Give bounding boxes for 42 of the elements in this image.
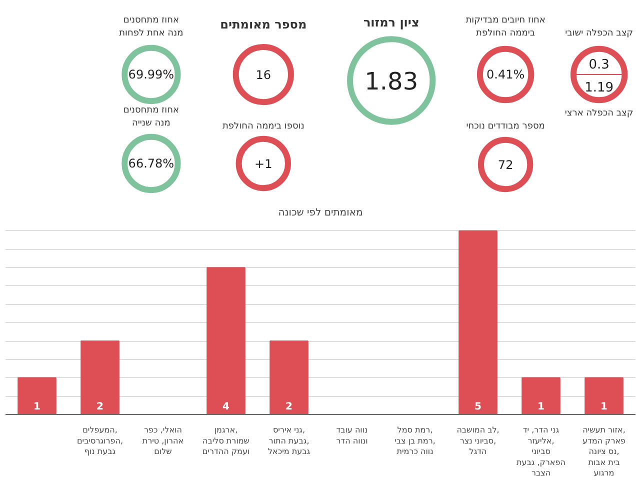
category-label: מספר מבודדים נוכחי xyxy=(466,122,545,132)
data-label: 72 xyxy=(498,158,514,172)
bar xyxy=(80,340,120,414)
data-label: 2 xyxy=(96,402,104,412)
x-tick-label: ארגמן, שמורת סליבה ועמק ההדרים xyxy=(202,426,250,456)
x-tick-label: גני איריס, גבעת התור, גבעת מיכאל xyxy=(268,426,311,456)
x-tick-label: המעפלים, הפרוגרסיבים, גבעת נוף xyxy=(77,426,123,456)
chart-title: מאומתים לפי שכונה xyxy=(278,208,363,218)
x-tick-label: נווה עובד ונווה הדר xyxy=(336,426,368,446)
category-label: אחוז חיובים מבדיקות ביממה החולפת xyxy=(466,16,546,38)
data-label: 0.3 xyxy=(588,58,610,72)
bar xyxy=(270,340,308,414)
data-label: +1 xyxy=(254,157,272,171)
bar xyxy=(458,230,498,414)
x-tick-label: אזור תעשיה, פארק המדע נס ציונה, בית אבות מרגוע xyxy=(582,426,626,478)
x-tick-label: גני הדר, יד אליעזר, סביוני הפארק, גבעת הצבר xyxy=(516,426,566,478)
category-label: קצב הכפלה ארצי xyxy=(564,108,634,118)
bar xyxy=(584,377,624,414)
data-label: 2 xyxy=(286,402,293,412)
bar xyxy=(522,377,560,414)
category-label: אחוז מתחסנים מנה שנייה xyxy=(123,106,180,128)
data-label: 66.78% xyxy=(128,156,174,170)
bar xyxy=(206,267,246,414)
data-label: 1 xyxy=(538,402,545,412)
data-label: 5 xyxy=(474,402,482,412)
data-label: 4 xyxy=(222,402,230,412)
data-label: 1 xyxy=(34,402,41,412)
x-tick-label: הואלי, כפר אהרון, טירת שלום xyxy=(142,426,184,456)
x-tick-label: רמת סמל, רמת בן צבי, נווה כרמית xyxy=(394,426,436,456)
data-label: 69.99% xyxy=(128,68,174,82)
bar xyxy=(18,377,56,414)
data-label: 1.83 xyxy=(364,68,418,96)
category-label: נוספו ביממה החולפת xyxy=(222,122,304,132)
x-tick-label: לב המושבה, סביוני נצר, הדגל xyxy=(456,426,500,456)
data-label: 0.41% xyxy=(486,68,525,82)
category-label: ציון רמזור xyxy=(363,16,420,30)
category-label: אחוז מתחסנים מנה אחת לפחות xyxy=(119,16,184,38)
data-label: 16 xyxy=(256,68,272,82)
data-label: 1.19 xyxy=(584,80,614,96)
category-label: קצב הכפלה ישובי xyxy=(565,28,634,38)
data-label: 1 xyxy=(600,402,608,412)
category-label: מספר מאומתים xyxy=(220,18,307,32)
